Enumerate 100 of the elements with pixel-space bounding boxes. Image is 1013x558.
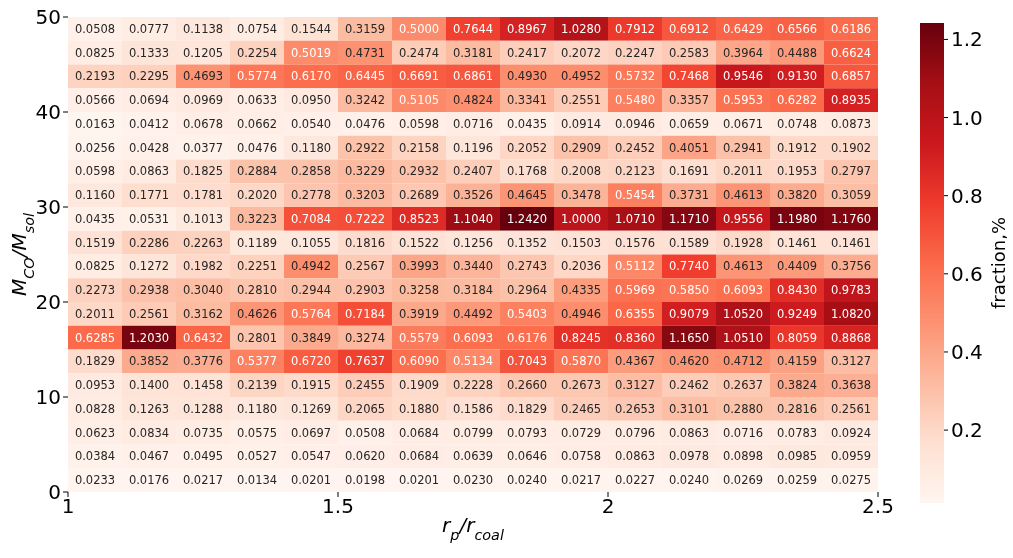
data-label: 0.1825 [182, 164, 224, 179]
data-label: 0.0716 [722, 425, 764, 440]
data-label: 0.0575 [236, 425, 278, 440]
data-label: 0.2251 [236, 259, 278, 274]
data-label: 0.2407 [452, 164, 494, 179]
data-label: 0.4613 [722, 188, 764, 203]
data-label: 0.2816 [776, 401, 818, 416]
x-tick-label: 2.5 [862, 494, 894, 519]
data-label: 0.0566 [74, 93, 116, 108]
data-label: 0.2637 [722, 378, 764, 393]
data-label: 0.7184 [344, 306, 386, 321]
data-label: 0.2673 [560, 378, 602, 393]
data-label: 0.5764 [290, 306, 332, 321]
data-label: 0.4488 [776, 45, 818, 60]
data-label: 0.2452 [614, 140, 656, 155]
data-label: 0.4335 [560, 283, 602, 298]
data-label: 0.0950 [290, 93, 332, 108]
data-label: 0.2011 [722, 164, 764, 179]
color-bar-label: 1.2 [951, 27, 983, 52]
data-label: 0.3824 [776, 378, 818, 393]
data-label: 0.0547 [290, 449, 332, 464]
data-label: 0.2295 [128, 69, 170, 84]
data-label: 0.3756 [830, 259, 872, 274]
data-label: 0.6691 [398, 69, 440, 84]
data-label: 0.1189 [236, 235, 278, 250]
data-label: 0.2286 [128, 235, 170, 250]
data-label: 0.1576 [614, 235, 656, 250]
data-label: 0.2011 [74, 306, 116, 321]
data-label: 0.0633 [236, 93, 278, 108]
data-label: 0.0240 [506, 473, 548, 488]
data-label: 0.6355 [614, 306, 656, 321]
data-label: 0.2465 [560, 401, 602, 416]
data-label: 0.1180 [236, 401, 278, 416]
data-label: 0.0540 [290, 116, 332, 131]
data-label: 0.3478 [560, 188, 602, 203]
data-label: 0.5969 [614, 283, 656, 298]
data-label: 0.1880 [398, 401, 440, 416]
data-label: 0.1544 [290, 21, 332, 36]
data-label: 0.0428 [128, 140, 170, 155]
data-label: 0.0598 [398, 116, 440, 131]
data-label: 0.6445 [344, 69, 386, 84]
data-label: 1.2030 [128, 330, 170, 345]
data-label: 0.3101 [668, 401, 710, 416]
data-label: 0.2158 [398, 140, 440, 155]
data-label: 0.0671 [722, 116, 764, 131]
data-label: 0.5870 [560, 354, 602, 369]
data-label: 0.1400 [128, 378, 170, 393]
data-label: 0.4824 [452, 93, 494, 108]
data-label: 0.2263 [182, 235, 224, 250]
data-label: 0.8967 [506, 21, 548, 36]
data-label: 0.0227 [614, 473, 656, 488]
data-label: 0.9130 [776, 69, 818, 84]
data-label: 0.6186 [830, 21, 872, 36]
data-label: 0.6093 [452, 330, 494, 345]
data-label: 0.9249 [776, 306, 818, 321]
data-label: 0.0412 [128, 116, 170, 131]
data-label: 0.5112 [614, 259, 656, 274]
data-label: 0.0259 [776, 473, 818, 488]
data-label: 0.8360 [614, 330, 656, 345]
data-label: 0.7644 [452, 21, 494, 36]
data-label: 0.2020 [236, 188, 278, 203]
data-label: 0.1519 [74, 235, 116, 250]
data-label: 0.0754 [236, 21, 278, 36]
data-label: 1.0820 [830, 306, 872, 321]
data-label: 0.6912 [668, 21, 710, 36]
data-label: 0.4693 [182, 69, 224, 84]
data-label: 0.2778 [290, 188, 332, 203]
data-label: 0.3127 [614, 378, 656, 393]
data-label: 0.8245 [560, 330, 602, 345]
data-label: 0.4409 [776, 259, 818, 274]
data-label: 1.1650 [668, 330, 710, 345]
data-label: 0.0527 [236, 449, 278, 464]
data-label: 0.6176 [506, 330, 548, 345]
data-label: 0.5105 [398, 93, 440, 108]
data-label: 0.3820 [776, 188, 818, 203]
data-label: 0.2254 [236, 45, 278, 60]
data-label: 0.1256 [452, 235, 494, 250]
data-label: 0.0748 [776, 116, 818, 131]
data-label: 0.2964 [506, 283, 548, 298]
data-label: 0.2797 [830, 164, 872, 179]
data-label: 0.6432 [182, 330, 224, 345]
data-label: 0.3964 [722, 45, 764, 60]
data-label: 0.9556 [722, 211, 764, 226]
data-label: 0.0495 [182, 449, 224, 464]
data-label: 0.0914 [560, 116, 602, 131]
data-label: 0.1138 [182, 21, 224, 36]
data-label: 0.6282 [776, 93, 818, 108]
data-label: 0.3059 [830, 188, 872, 203]
data-label: 0.2903 [344, 283, 386, 298]
data-label: 0.4051 [668, 140, 710, 155]
y-tick-label: 20 [35, 290, 61, 315]
color-bar-label: 0.8 [951, 183, 983, 208]
data-label: 0.2228 [452, 378, 494, 393]
data-label: 0.9783 [830, 283, 872, 298]
y-tick-label: 30 [35, 195, 61, 220]
data-label: 0.2474 [398, 45, 440, 60]
data-label: 0.0959 [830, 449, 872, 464]
data-label: 0.0623 [74, 425, 116, 440]
data-label: 0.0620 [344, 449, 386, 464]
data-label: 0.0240 [668, 473, 710, 488]
